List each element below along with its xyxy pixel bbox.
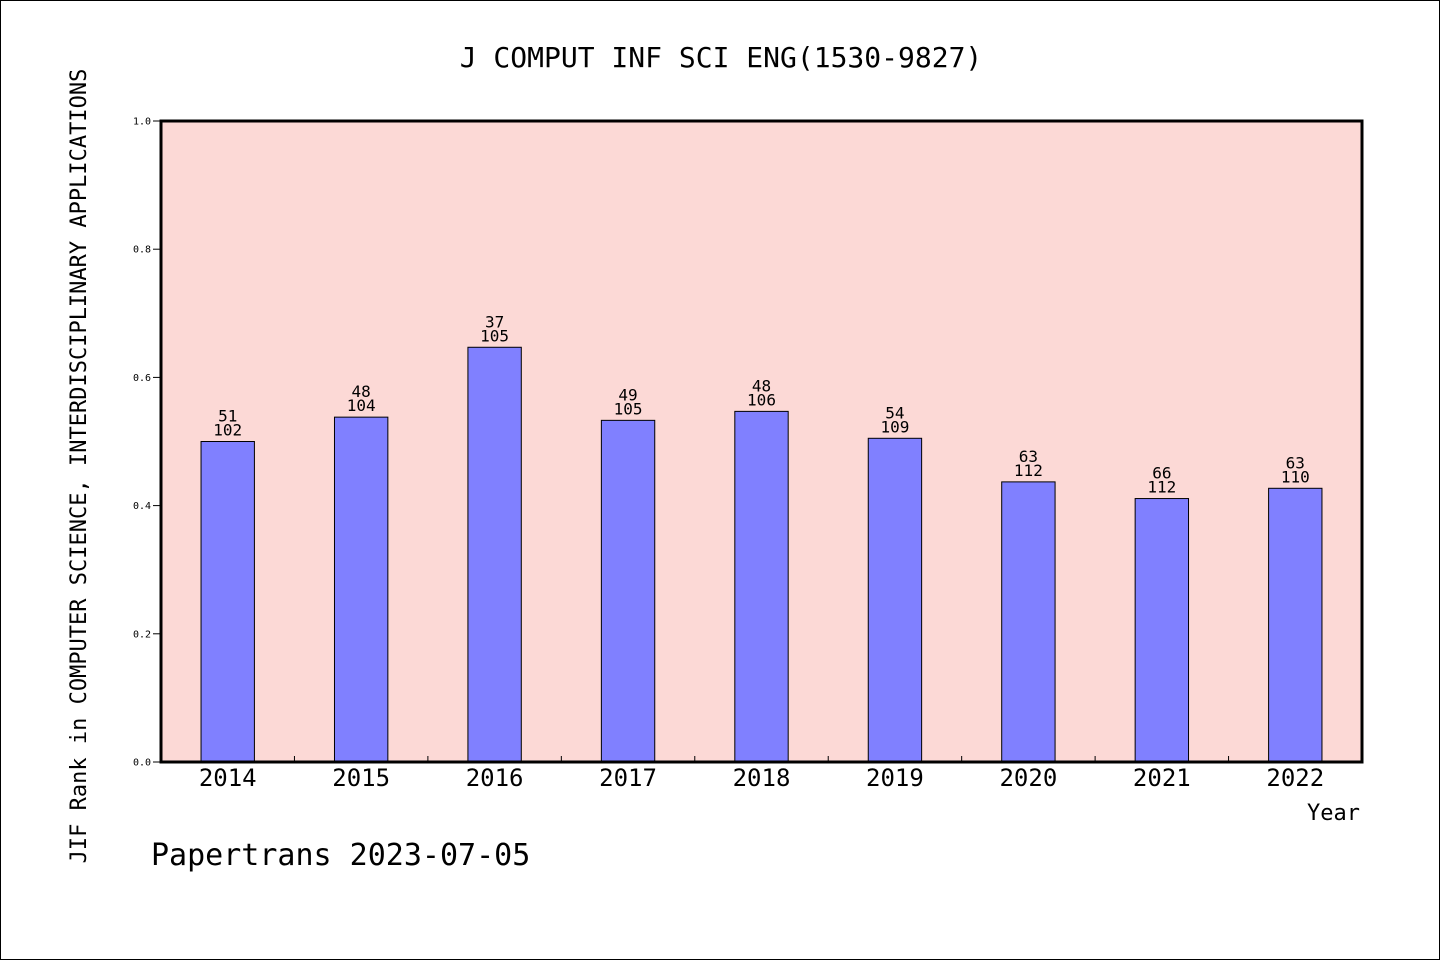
x-tick-label: 2020 — [999, 764, 1057, 792]
x-axis-title: Year — [1307, 801, 1360, 826]
y-tick-label: 0.8 — [133, 245, 151, 256]
total-label: 105 — [480, 326, 509, 345]
chart-title: J COMPUT INF SCI ENG(1530-9827) — [460, 41, 983, 74]
rank-label: 37 — [485, 312, 504, 331]
x-tick-label: 2019 — [866, 764, 924, 792]
bar — [200, 441, 255, 763]
bar — [734, 410, 789, 763]
total-label: 110 — [1281, 467, 1310, 486]
total-label: 102 — [213, 421, 242, 440]
y-tick-label: 0.6 — [133, 373, 151, 384]
y-tick-label: 0.0 — [133, 758, 151, 769]
bar — [600, 419, 656, 763]
x-tick-label: 2014 — [199, 764, 257, 792]
bar-series — [200, 346, 1323, 763]
x-tick-label: 2021 — [1133, 764, 1191, 792]
footer-credit: Papertrans 2023-07-05 — [151, 838, 530, 873]
bar — [1134, 498, 1190, 763]
x-tick-label: 2022 — [1266, 764, 1324, 792]
x-tick-label: 2018 — [733, 764, 791, 792]
x-axis: 2014 2015 2016 2017 2018 2019 2020 2021 2022 — [199, 756, 1324, 792]
rank-label: 63 — [1019, 447, 1038, 466]
bar — [867, 437, 923, 763]
x-tick-label: 2016 — [466, 764, 524, 792]
total-label: 106 — [747, 390, 776, 409]
rank-label: 54 — [885, 403, 904, 422]
x-tick-label: 2017 — [599, 764, 657, 792]
y-tick-label: 0.4 — [133, 501, 151, 512]
total-label: 112 — [1014, 461, 1043, 480]
rank-label: 49 — [618, 385, 637, 404]
rank-label: 48 — [352, 382, 371, 401]
y-axis-title: JIF Rank in COMPUTER SCIENCE, INTERDISCI… — [67, 69, 92, 864]
y-tick-label: 1.0 — [133, 117, 151, 128]
y-axis: 0.0 0.2 0.4 0.6 0.8 1.0 — [133, 117, 161, 769]
rank-label: 51 — [218, 407, 237, 426]
total-label: 109 — [880, 417, 909, 436]
rank-label: 66 — [1152, 464, 1171, 483]
bar — [1001, 481, 1056, 763]
y-tick-label: 0.2 — [133, 629, 151, 640]
rank-label: 48 — [752, 376, 771, 395]
bar — [467, 346, 522, 763]
total-label: 104 — [347, 396, 376, 415]
bar — [1268, 487, 1323, 763]
total-label: 105 — [614, 399, 643, 418]
x-tick-label: 2015 — [332, 764, 390, 792]
rank-label: 63 — [1286, 453, 1305, 472]
plot-border — [159, 119, 1364, 764]
total-label: 112 — [1147, 478, 1176, 497]
bar — [333, 416, 389, 763]
